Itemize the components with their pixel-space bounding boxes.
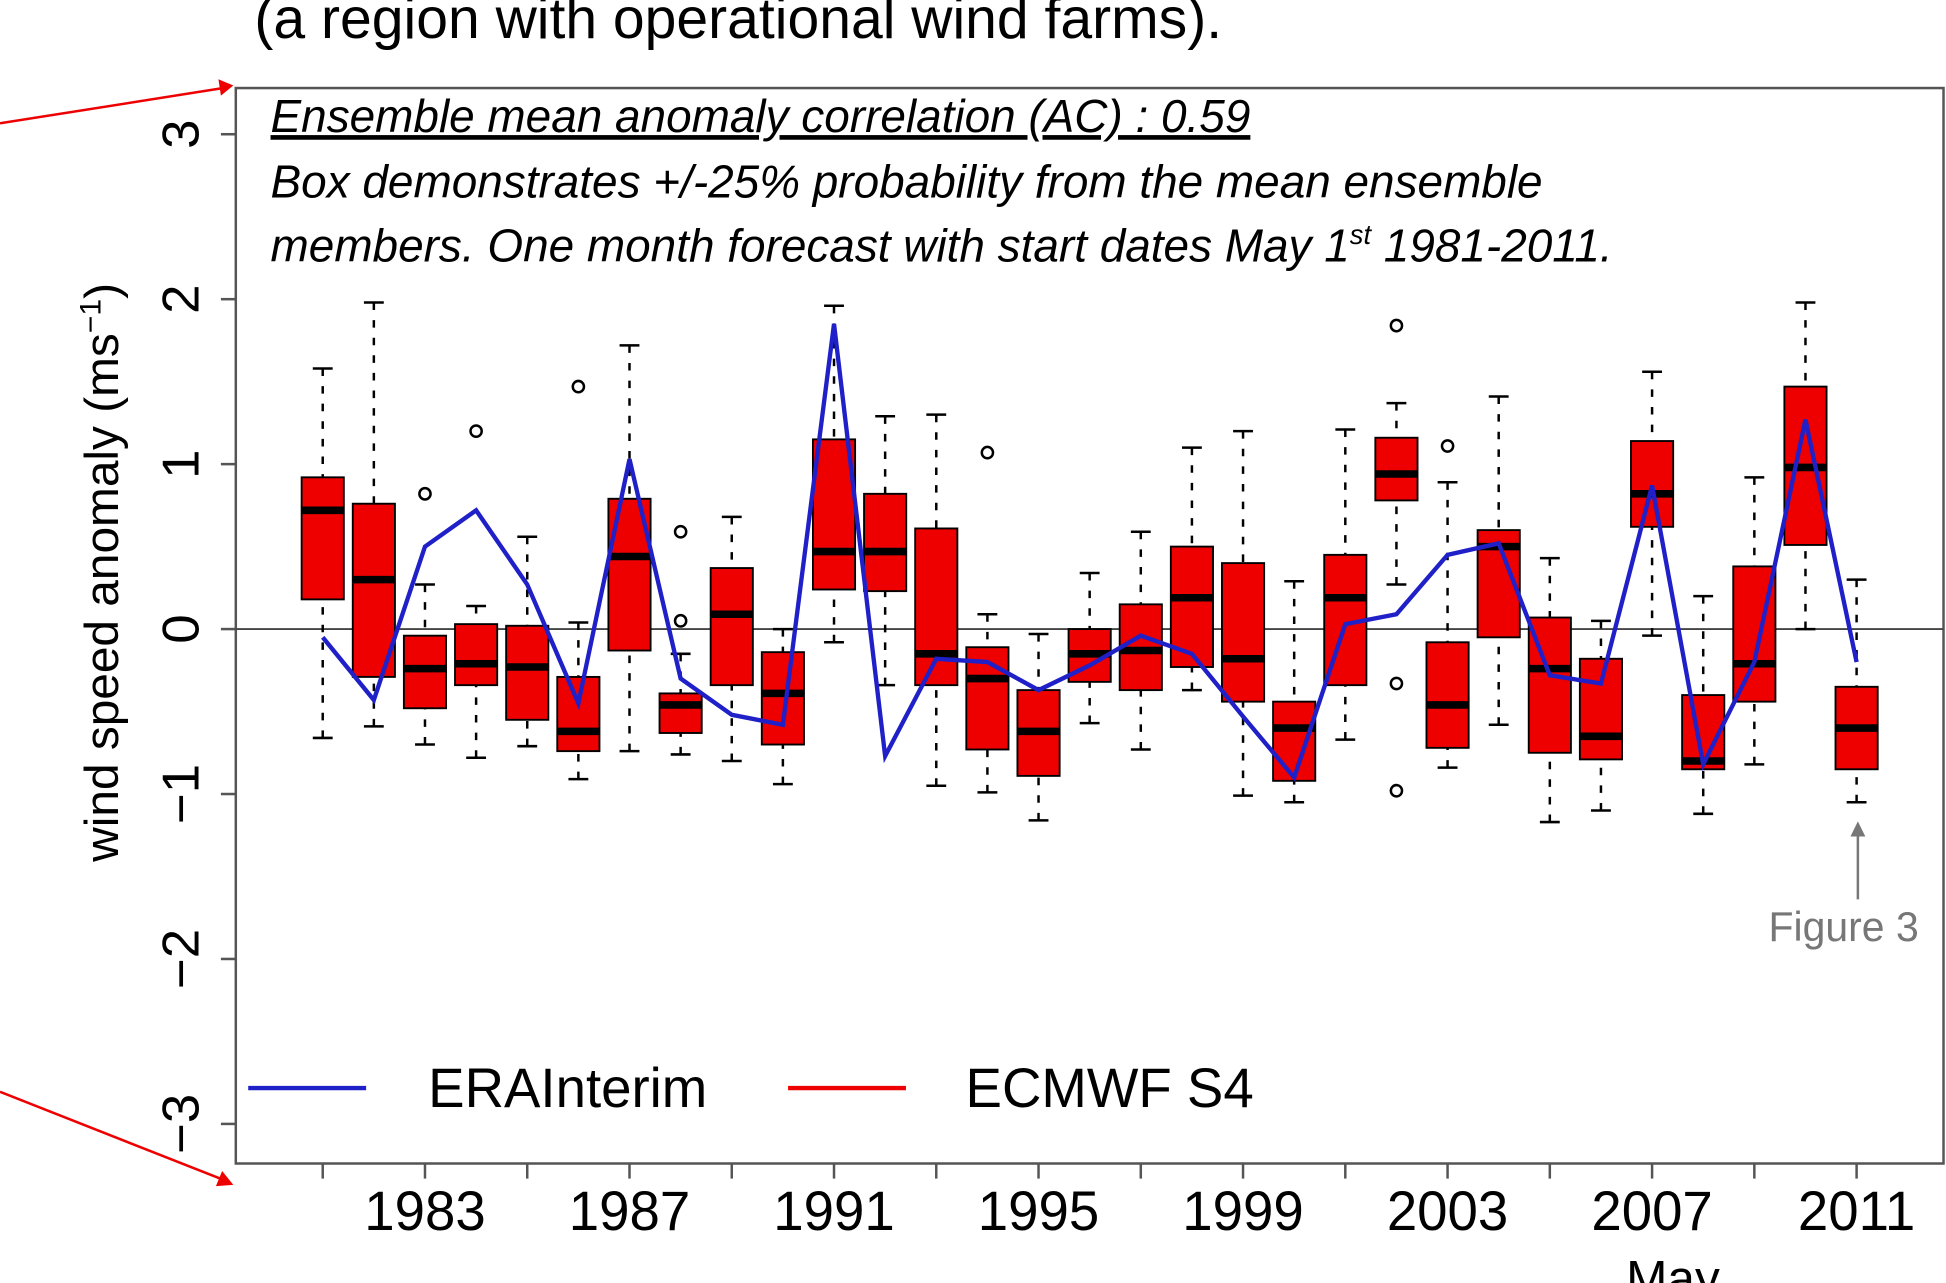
annotation-part: members. One month forecast with start d… [271,219,1350,271]
box [505,624,550,721]
outlier [1389,783,1404,798]
y-tick-label: −1 [153,764,211,824]
box [1374,436,1419,502]
outlier [980,445,995,460]
arrow-head [218,79,234,96]
outlier [418,486,432,501]
header-text: (a region with operational wind farms). [254,0,1222,51]
outlier [673,524,688,539]
outlier [469,424,483,439]
outlier [1440,439,1455,453]
box [811,438,857,591]
outlier [1389,676,1404,691]
x-tick-label: 1999 [1182,1180,1303,1242]
box [709,567,754,687]
annotation: members. One month forecast with start d… [271,219,1613,272]
outlier [673,613,688,628]
y-label-part: ) [76,283,129,299]
arrow-head [1850,821,1866,837]
annotation: Ensemble mean anomaly correlation (AC) :… [271,90,1251,142]
x-tick-label: 2007 [1591,1180,1712,1242]
box [1272,700,1317,782]
y-label-part: wind speed anomaly (ms [76,333,129,863]
legend-label: ECMWF S4 [966,1057,1254,1119]
arrow-head [215,1171,234,1187]
annotation-block: Ensemble mean anomaly correlation (AC) :… [271,90,1613,272]
outlier [1389,318,1404,333]
annotation-sup: st [1350,219,1373,250]
y-axis-label: wind speed anomaly (ms−1) [75,283,129,863]
plot-frame [234,86,1945,1165]
outlier [571,379,586,394]
y-tick-label: 1 [153,449,211,478]
box [454,623,499,687]
box [1221,562,1266,703]
x-tick-label: 1995 [978,1180,1099,1242]
annotation: Box demonstrates +/-25% probability from… [271,155,1543,207]
figure-note: Figure 3 [1769,904,1919,950]
x-axis-label: May [1626,1250,1720,1283]
annotation-part: 1981-2011. [1371,219,1613,271]
box [300,476,345,601]
x-tick-label: 2011 [1798,1180,1915,1242]
y-tick-label: 0 [153,614,211,643]
box [351,502,396,678]
x-tick-label: 1983 [364,1180,485,1242]
box [863,492,908,593]
box [1425,641,1470,749]
pointer-arrow [0,1090,224,1182]
box [658,692,703,734]
box [1578,657,1623,761]
y-tick-label: −3 [153,1094,211,1154]
x-tick-label: 1987 [569,1180,690,1242]
era-line [321,323,1859,782]
box [760,651,805,746]
box [556,675,601,753]
x-tick-label: 2003 [1387,1180,1508,1242]
y-tick-label: 3 [153,120,211,149]
legend-label: ERAInterim [428,1057,707,1119]
y-tick-label: 2 [153,284,211,313]
x-tick-label: 1991 [773,1180,894,1242]
box [1630,440,1675,528]
pointer-arrow [0,86,224,125]
y-label-sup: −1 [75,299,108,333]
y-tick-label: −2 [153,929,211,989]
